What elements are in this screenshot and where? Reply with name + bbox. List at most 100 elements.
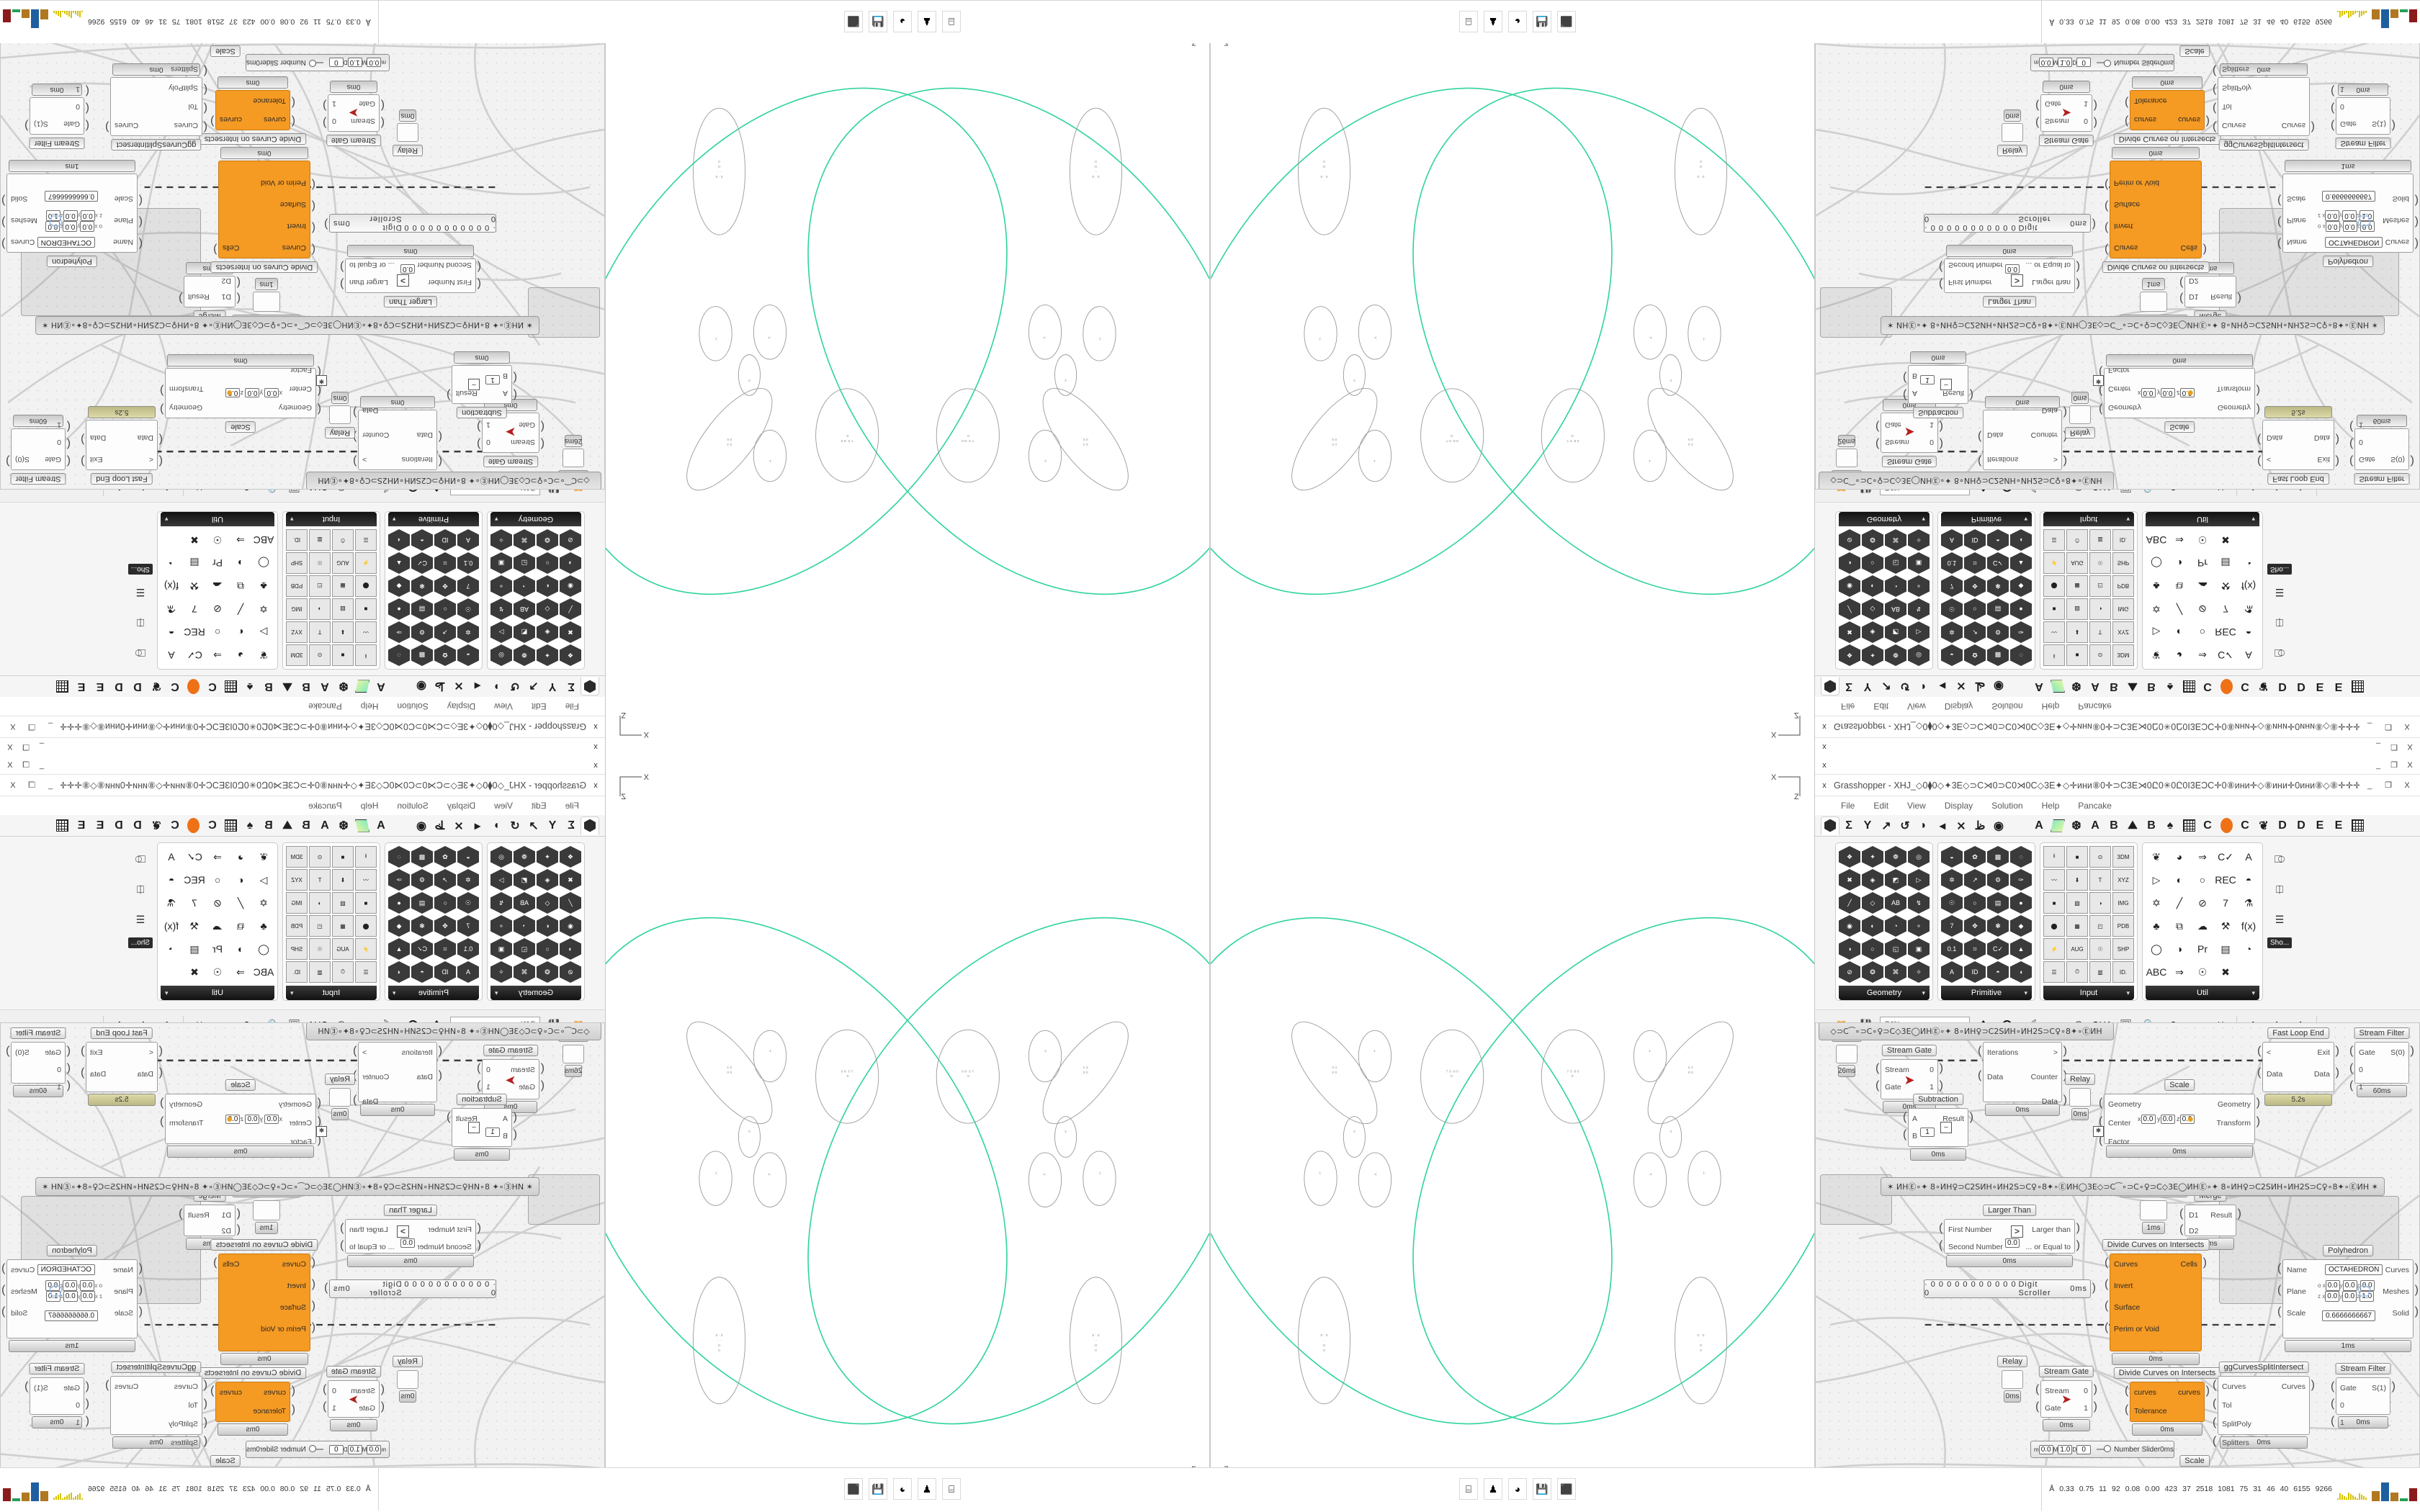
component-icon-geometry-1-5[interactable]: ❂ [1862,961,1883,983]
port-grip-in-divide-curves-on-intersects-3[interactable]: ( [311,1321,315,1333]
port-grip-in-stream-filter-1-1[interactable]: ( [66,438,71,450]
component-icon-input-2-5[interactable]: ▥ [309,529,331,551]
scroller-port[interactable]: ) [2092,1282,2097,1294]
tab-mesh-tab[interactable]: ◂ [474,819,481,832]
component-icon-util-0-0[interactable]: ❦ [2152,850,2161,863]
component-icon-primitive-2-0[interactable]: ▩ [411,846,433,868]
port-grip-in-polyhedron-0[interactable]: ( [2277,238,2282,250]
component-icon-util-4-2[interactable]: ⚗ [166,896,176,909]
component-icon-util-3-2[interactable]: 7 [2223,603,2228,615]
port-grip-in-larger-than-0[interactable]: ( [477,1222,481,1234]
component-icon-util-0-2[interactable]: ✡ [259,896,268,909]
component-icon-primitive-0-0[interactable]: ◒ [457,846,479,868]
node-stream-filter-1[interactable]: Stream Filter 60ms Gate(0(1(S(0)) [2349,1027,2414,1097]
node-divide-curves-on-intersects[interactable]: Divide Curves on Intersects 0ms Curves(Inv… [2102,1239,2210,1365]
component-icon-util-3-4[interactable]: ▤ [189,942,200,955]
component-icon-geometry-0-5[interactable]: ⊘ [1839,529,1860,551]
tab-addon-a1-tab[interactable]: A [2035,819,2043,832]
menu-item-solution[interactable]: Solution [1991,701,2023,711]
tab-bird-tab[interactable]: ❦ [151,680,161,693]
component-icon-input-0-5[interactable]: ☰ [2043,961,2065,983]
node-subtraction[interactable]: Subtraction 0ms A(B(Result) 1− [447,351,517,418]
component-icon-util-2-1[interactable]: ○ [214,874,221,886]
component-icon-util-4-1[interactable]: ◓ [168,626,175,638]
tab-addon-a1-tab[interactable]: A [377,680,385,693]
node-larger-than[interactable]: Larger Than 0ms First Number(Second Number… [1939,1205,2080,1267]
component-icon-geometry-1-3[interactable]: ◐ [537,915,558,937]
component-icon-input-0-3[interactable]: ⬤ [355,575,377,597]
port-grip-in-polyhedron-0[interactable]: ( [2277,1262,2282,1274]
tray-person-icon[interactable]: ♟ [1484,1478,1502,1500]
component-icon-input-1-3[interactable]: ▦ [332,915,354,937]
tab-addon-c1-tab[interactable]: C [2203,819,2212,832]
component-icon-input-2-0[interactable]: ⊙ [309,644,331,666]
component-icon-geometry-2-1[interactable]: ◩ [514,869,535,891]
port-grip-in-gg-curves-split-intersect-1[interactable]: ( [2213,1398,2217,1410]
component-icon-util-3-1[interactable]: REC [2215,874,2236,886]
component-icon-primitive-3-5[interactable]: ◖ [2010,961,2032,983]
component-icon-primitive-2-2[interactable]: ▤ [411,598,433,620]
menu-item-file[interactable]: File [1841,701,1855,711]
scale-factor-toggle[interactable]: ✱ [316,375,327,386]
port-grip-in-curve-tolerance-1[interactable]: ( [2125,96,2129,109]
port-grip-in-gg-curves-split-intersect-1[interactable]: ( [2213,102,2217,114]
port-grip-out-gg-curves-split-intersect-0[interactable]: ) [105,121,109,133]
component-icon-util-1-4[interactable]: ◑ [2176,943,2183,955]
component-icon-primitive-2-4[interactable]: C✓ [411,938,433,960]
node-fast-loop-end[interactable]: Fast Loop End 5.2s <(Data(Exit) Data) [81,1027,163,1106]
grasshopper-canvas[interactable]: Relay26msStream Gate0msStream(Gate(0)1)➤… [0,1022,605,1490]
component-icon-util-3-5[interactable]: ✖ [2221,966,2230,978]
scale-factor-toggle[interactable]: ✱ [2093,1126,2104,1137]
port-grip-out-polyhedron-1[interactable]: ) [2414,1284,2419,1296]
tab-swatch-tab[interactable] [2048,816,2067,835]
port-grip-in-stream-filter-1-0[interactable]: ( [66,1045,71,1057]
node-curve-tolerance[interactable]: Divide Curves on Intersects 0ms curves(Tol… [199,76,307,145]
component-icon-util-2-2[interactable]: ⊘ [213,896,222,909]
component-icon-util-3-3[interactable]: ⚒ [2220,580,2231,593]
tab-vector-tab[interactable]: ↗ [1881,680,1891,693]
component-icon-util-0-0[interactable]: ❦ [2152,649,2161,662]
component-icon-input-3-3[interactable]: PDB [286,915,308,937]
component-icon-util-1-3[interactable]: ⧉ [237,919,244,932]
side-icon-2[interactable]: ☰ [2275,913,2285,925]
port-grip-in-stream-filter-1-0[interactable]: ( [66,455,71,467]
tab-intersect-tab[interactable]: ⨯ [454,819,464,832]
tab-intersect-tab[interactable]: ⨯ [454,680,464,693]
dock-maximize-icon[interactable]: ❐ [22,761,30,770]
tab-addon-e2-tab[interactable]: E [77,819,86,832]
port-grip-in-fast-loop-start-1[interactable]: ( [1978,1069,1982,1081]
component-icon-util-2-2[interactable]: ⊘ [2198,896,2207,909]
component-icon-input-3-1[interactable]: XYZ [2112,621,2134,643]
component-icon-geometry-2-3[interactable]: ◔ [1885,575,1906,597]
tab-params-tab[interactable] [581,677,599,696]
tab-addon-a1-tab[interactable]: A [2035,680,2043,693]
port-grip-out-fast-loop-start-0[interactable]: ) [2063,455,2067,467]
component-icon-geometry-1-1[interactable]: ◈ [537,869,558,891]
component-icon-input-3-5[interactable]: ID. [2112,961,2134,983]
search-bar-0[interactable]: ◇⊃C⁀∘⊃C∘♀⊃C◇3Ε◯ИНⒺ∘✦ 8∘ИН♀⊃C2ЅИН∘ИН2Ѕ⊃C♀… [1819,472,2114,490]
component-icon-util-1-0[interactable]: ◕ [237,649,244,661]
component-icon-util-4-5[interactable] [161,961,182,983]
component-icon-input-1-1[interactable]: ⬇ [332,869,354,891]
window-tree-close-icon[interactable]: x [1822,780,1827,790]
component-icon-input-3-1[interactable]: XYZ [286,869,308,891]
side-icon-0[interactable]: ⎄ [2274,852,2285,865]
port-grip-out-polyhedron-0[interactable]: ) [2414,238,2419,250]
component-icon-geometry-1-1[interactable]: ◈ [1862,621,1883,643]
port-grip-in-fast-loop-end-0[interactable]: ( [2257,455,2262,467]
tab-transform-tab[interactable]: ظ [434,680,446,693]
side-icon-0[interactable]: ⎄ [135,647,146,660]
component-icon-util-4-3[interactable]: f(x) [163,920,179,932]
component-icon-geometry-0-2[interactable]: ╱ [1839,892,1860,914]
port-grip-in-subtraction-1[interactable]: ( [1903,1128,1907,1140]
port-grip-in-stream-filter-2-0[interactable]: ( [85,120,89,132]
node-polyhedron[interactable]: Polyhedron 1ms Name(Plane(Scale(Curves) Mes… [1,160,143,267]
node-stream-gate-2[interactable]: Stream Gate 0ms Stream(Gate(0) 1) ➤ [323,81,385,146]
tab-addon-b1-tab[interactable]: B [302,819,310,832]
port-grip-in-curve-tolerance-0[interactable]: ( [291,1385,295,1397]
port-grip-in-stream-gate-2-1[interactable]: ( [380,99,385,112]
tab-display-tab[interactable]: ◉ [416,819,426,832]
component-icon-geometry-1-4[interactable]: ○ [1862,938,1883,960]
component-icon-geometry-2-0[interactable]: ❁ [514,644,535,666]
